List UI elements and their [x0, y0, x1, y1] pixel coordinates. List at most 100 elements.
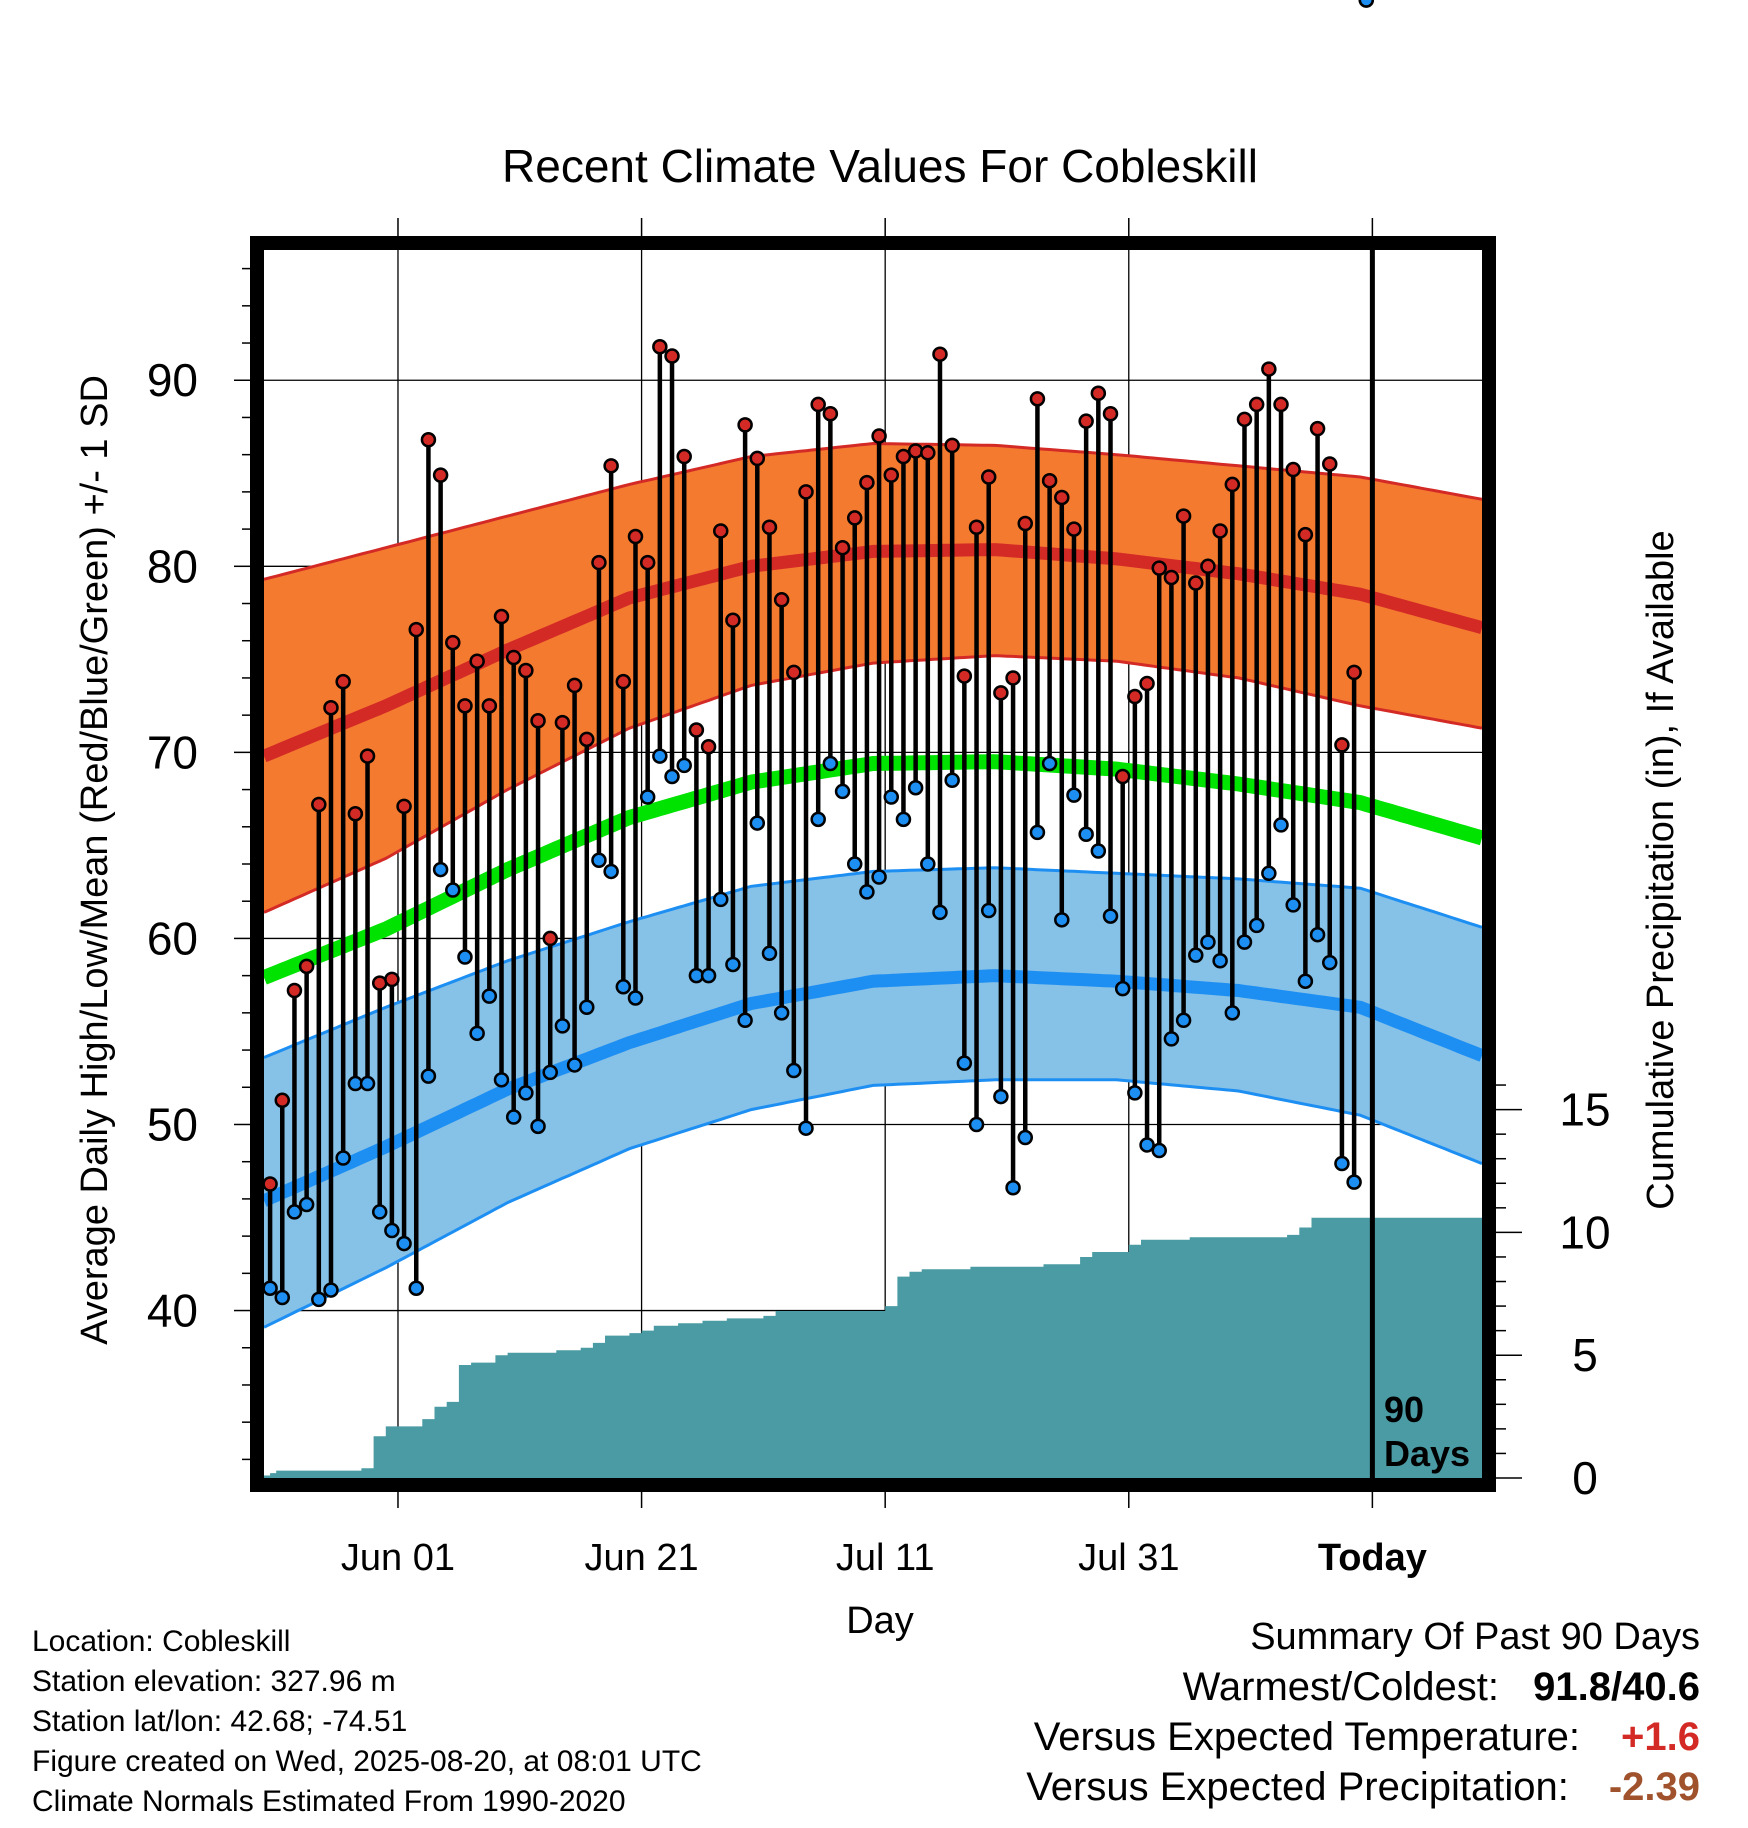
- precip-anomaly-row: Versus Expected Precipitation: -2.39: [1026, 1762, 1700, 1812]
- daily-high-point: [859, 474, 875, 491]
- daily-high-point: [1309, 420, 1326, 437]
- station-info: Location: Cobleskill Station elevation: …: [32, 1622, 702, 1822]
- daily-low-point: [505, 1109, 522, 1125]
- daily-high-point: [408, 621, 424, 638]
- precip-anomaly-label: Versus Expected Precipitation:: [1026, 1765, 1569, 1809]
- daily-high-point: [384, 971, 400, 988]
- plot-border: [250, 236, 1496, 1492]
- daily-low-point: [1346, 1174, 1362, 1190]
- daily-high-point: [627, 528, 644, 545]
- temp-anomaly-row: Versus Expected Temperature: +1.6: [1026, 1712, 1700, 1762]
- daily-low-point: [871, 869, 887, 885]
- daily-high-point: [505, 649, 522, 666]
- daily-low-point: [1078, 826, 1094, 842]
- daily-high-point: [944, 437, 960, 454]
- daily-high-point: [1066, 521, 1082, 537]
- normals-text: Climate Normals Estimated From 1990-2020: [32, 1785, 626, 1818]
- y-tick-label: 40: [147, 1285, 198, 1337]
- x-tick-label: Jun 01: [341, 1537, 455, 1579]
- daily-low-point: [262, 1280, 278, 1296]
- daily-high-point: [1175, 508, 1192, 524]
- warm-cold-label: Warmest/Coldest:: [1182, 1665, 1499, 1709]
- daily-low-point: [542, 1064, 558, 1081]
- daily-high-point: [932, 346, 948, 362]
- x-tick-label: Jul 11: [836, 1537, 935, 1579]
- daily-low-point: [1151, 1142, 1167, 1159]
- daily-low-point: [481, 988, 498, 1004]
- daily-low-point: [700, 967, 717, 984]
- elevation-text: Station elevation: 327.96 m: [32, 1665, 396, 1698]
- plot-frame: [250, 236, 1496, 1492]
- daily-high-point: [286, 982, 303, 999]
- daily-low-point: [1188, 947, 1204, 963]
- daily-low-point: [822, 755, 839, 772]
- daily-high-point: [798, 484, 814, 500]
- daily-low-point: [737, 1012, 753, 1029]
- daily-high-point: [1261, 361, 1277, 377]
- daily-high-point: [420, 432, 437, 448]
- y-axis-label: Average Daily High/Low/Mean (Red/Blue/Gr…: [74, 375, 116, 1345]
- location-text: Location: Cobleskill: [32, 1625, 291, 1658]
- daily-low-point: [980, 902, 997, 919]
- daily-low-point: [1309, 926, 1326, 943]
- daily-high-point: [530, 712, 546, 729]
- daily-low-point: [1236, 934, 1253, 950]
- daily-low-point: [1285, 897, 1301, 913]
- daily-high-point: [883, 467, 900, 483]
- daily-low-point: [603, 863, 619, 880]
- daily-low-point: [445, 882, 461, 898]
- daily-low-point: [420, 1068, 437, 1084]
- created-text: Figure created on Wed, 2025-08-20, at 08…: [32, 1745, 702, 1778]
- daily-high-point: [810, 396, 826, 413]
- daily-low-point: [676, 757, 692, 774]
- daily-low-point: [1261, 865, 1277, 882]
- axes: 40 50 60 70 80 90 0 5 10 15 Jun 01 Jun 21 Jul 11 Jul …: [147, 218, 1611, 1579]
- daily-high-point: [1285, 461, 1301, 478]
- daily-low-point: [323, 1282, 339, 1298]
- daily-low-point: [530, 1118, 546, 1135]
- daily-low-point: [627, 990, 644, 1006]
- y-right-tick-label: 15: [1559, 1084, 1610, 1136]
- daily-low-point: [408, 1280, 424, 1296]
- daily-low-point: [652, 748, 668, 764]
- daily-low-point: [371, 1204, 388, 1220]
- daily-low-point: [554, 1018, 571, 1034]
- precip-area: [264, 1217, 1482, 1478]
- daily-low-point: [457, 949, 473, 965]
- latlon-text: Station lat/lon: 42.68; -74.51: [32, 1705, 408, 1738]
- daily-low-point: [469, 1025, 485, 1042]
- y-right-tick-label: 0: [1572, 1452, 1598, 1504]
- daily-low-point: [639, 789, 656, 805]
- daily-low-point: [1248, 917, 1265, 934]
- warm-cold-value: 91.8/40.6: [1533, 1665, 1700, 1709]
- daily-high-point: [347, 806, 364, 822]
- daily-high-point: [664, 348, 680, 364]
- daily-low-point: [993, 1088, 1009, 1105]
- x-tick-label: Jun 21: [585, 1537, 699, 1579]
- daily-low-point: [834, 783, 851, 800]
- daily-high-point: [920, 445, 936, 461]
- daily-high-point: [1151, 560, 1167, 576]
- daily-low-point: [591, 852, 607, 869]
- daily-high-point: [1102, 405, 1119, 422]
- daily-low-point: [579, 999, 595, 1016]
- daily-high-point: [323, 699, 339, 716]
- daily-high-point: [396, 798, 412, 815]
- daily-low-point: [1114, 980, 1131, 997]
- x-tick-label: Jul 31: [1078, 1537, 1179, 1579]
- daily-high-point: [822, 405, 839, 422]
- daily-low-point: [1297, 973, 1314, 989]
- daily-high-point: [1200, 558, 1216, 575]
- daily-high-point: [1273, 396, 1289, 413]
- temp-anomaly-value: +1.6: [1621, 1715, 1700, 1759]
- daily-high-point: [993, 685, 1009, 701]
- daily-low-point: [1017, 1129, 1033, 1146]
- daily-low-point: [773, 1005, 790, 1021]
- daily-low-point: [798, 1120, 814, 1136]
- daily-low-point: [1273, 817, 1289, 833]
- chart-title: Recent Climate Values For Cobleskill: [502, 140, 1258, 192]
- daily-low-point: [1127, 1085, 1143, 1101]
- daily-low-point: [359, 1075, 376, 1092]
- daily-high-point: [786, 664, 802, 681]
